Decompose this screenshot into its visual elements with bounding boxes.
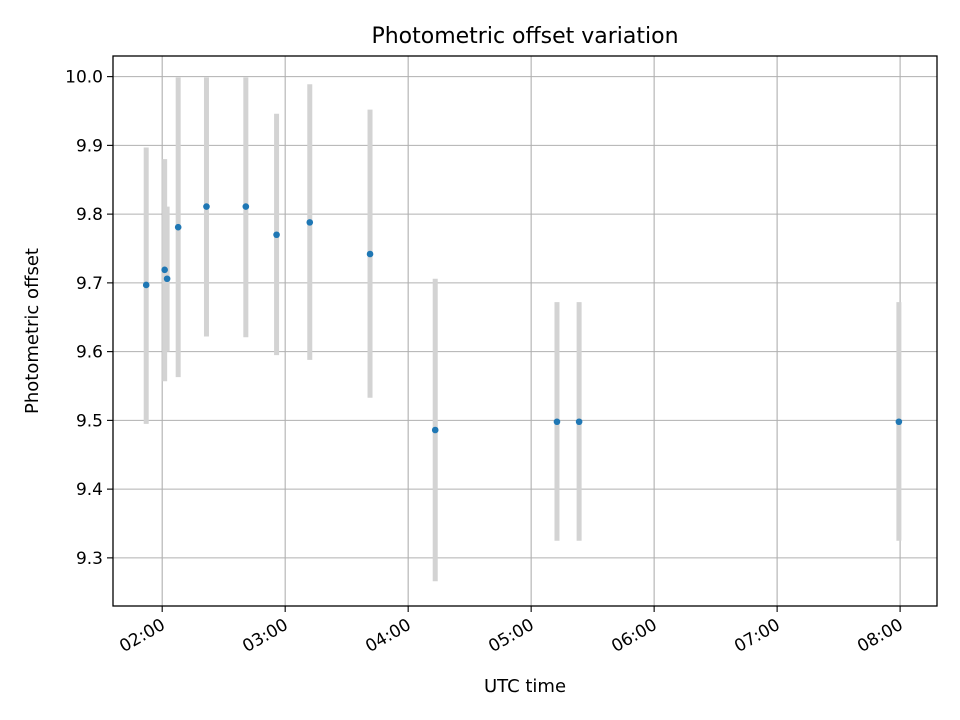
y-tick-label: 9.4 xyxy=(76,480,103,500)
data-point xyxy=(273,231,280,239)
y-tick-label: 10.0 xyxy=(65,68,103,88)
data-point xyxy=(366,250,374,258)
y-tick-label: 9.5 xyxy=(76,411,103,431)
data-point xyxy=(895,418,903,426)
data-point xyxy=(242,203,250,210)
data-point xyxy=(174,223,182,231)
y-tick-label: 9.9 xyxy=(76,136,103,156)
x-axis-label: UTC time xyxy=(484,676,566,697)
grid-lines xyxy=(113,56,937,606)
data-point xyxy=(142,281,150,289)
plot-area-frame xyxy=(112,55,938,607)
data-point xyxy=(161,266,168,274)
data-point xyxy=(306,219,314,226)
data-point xyxy=(575,418,583,426)
y-tick-label: 9.8 xyxy=(76,205,103,225)
data-point xyxy=(431,426,439,434)
data-points xyxy=(142,203,903,434)
data-point xyxy=(553,418,561,426)
y-axis-label: Photometric offset xyxy=(22,248,43,414)
data-point xyxy=(163,275,171,283)
y-tick-label: 9.3 xyxy=(76,549,103,569)
y-tick-label: 9.6 xyxy=(76,343,103,363)
chart-title: Photometric offset variation xyxy=(371,24,678,49)
y-tick-label: 9.7 xyxy=(76,274,103,294)
data-point xyxy=(203,203,210,210)
